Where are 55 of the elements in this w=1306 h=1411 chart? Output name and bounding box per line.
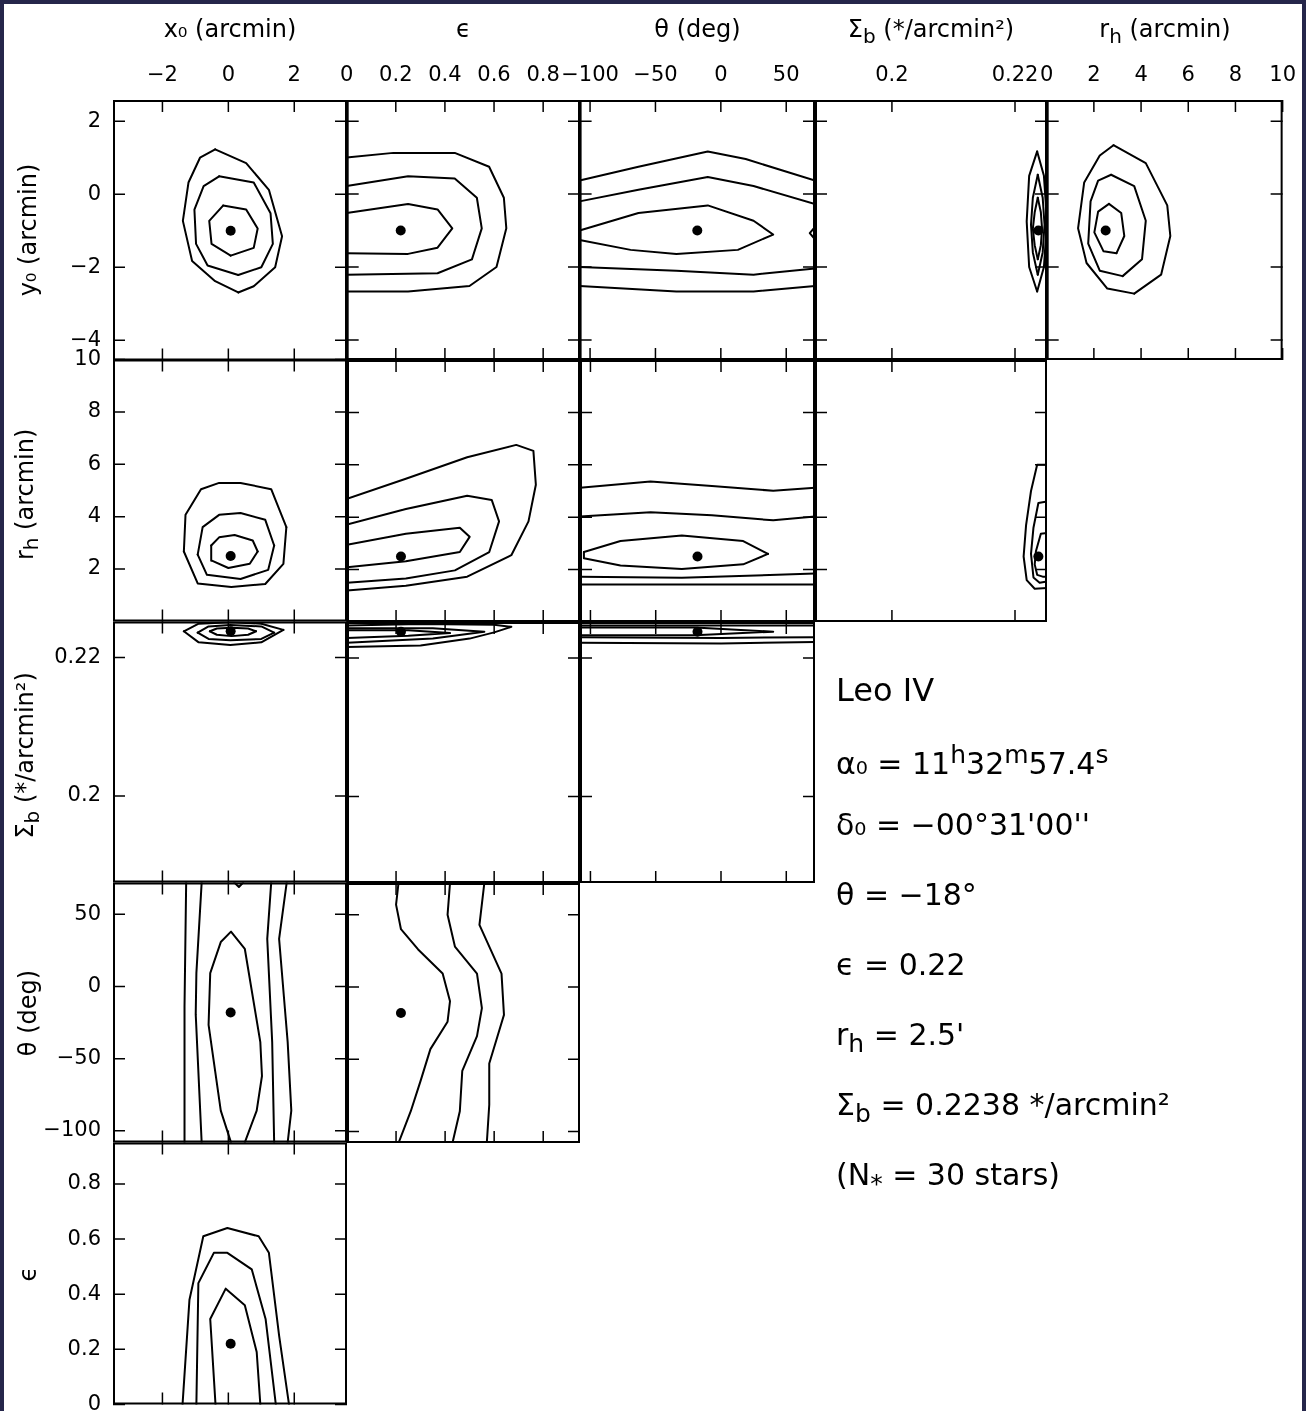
text: α₀ = 11$^{h}$32$^{m}$57.4$^{s}$ xyxy=(836,739,1110,783)
y-tick-label: 6 xyxy=(87,451,101,476)
x-tick-label: −50 xyxy=(633,61,679,86)
y-tick-label: 10 xyxy=(74,346,101,371)
x-tick-label: −2 xyxy=(146,61,178,86)
x-axis-title: Σ$_{b}$ (*/arcmin²) xyxy=(846,14,1016,50)
y-tick-label: 0.2 xyxy=(67,782,101,807)
y-tick-label: 0.2 xyxy=(67,1336,101,1361)
y-axis-title: ϵ xyxy=(13,1265,43,1284)
x-tick-label: 10 xyxy=(1269,61,1297,86)
text: (N$_{*}$ = 30 stars) xyxy=(836,1156,1062,1200)
text: Leo IV xyxy=(836,670,936,711)
y-axis-title: θ (deg) xyxy=(13,968,43,1059)
x-tick-label: −100 xyxy=(561,61,620,86)
y-tick-label: 0.8 xyxy=(67,1170,101,1195)
x-tick-label: 0.22 xyxy=(991,61,1039,86)
y-tick-label: 50 xyxy=(74,901,101,926)
x-tick-label: 0.2 xyxy=(379,61,413,86)
y-tick-label: −50 xyxy=(56,1045,101,1070)
x-tick-label: 8 xyxy=(1229,61,1243,86)
x-axis-title: r$_{h}$ (arcmin) xyxy=(1098,14,1232,50)
x-tick-label: 6 xyxy=(1181,61,1196,86)
x-axis-title: x₀ (arcmin) xyxy=(162,14,298,44)
x-axis-title: ϵ xyxy=(455,14,472,44)
x-tick-label: 0.2 xyxy=(875,61,909,86)
x-tick-label: 0 xyxy=(340,61,354,86)
text: Σ$_{b}$ = 0.2238 */arcmin² xyxy=(836,1086,1170,1130)
text: θ = −18° xyxy=(836,876,978,914)
y-tick-label: 0 xyxy=(87,973,101,998)
y-tick-label: 0.6 xyxy=(67,1225,101,1250)
y-tick-label: −100 xyxy=(43,1117,101,1142)
text: r$_{h}$ = 2.5' xyxy=(836,1016,966,1060)
x-tick-label: 0 xyxy=(221,61,236,86)
x-tick-label: 0 xyxy=(714,61,728,86)
y-tick-label: 2 xyxy=(87,107,101,132)
text: ϵ = 0.22 xyxy=(836,946,967,984)
y-tick-label: 0 xyxy=(87,180,101,205)
x-tick-label: 4 xyxy=(1134,61,1149,86)
x-axis-title: θ (deg) xyxy=(653,14,742,44)
text: δ₀ = −00°31'00'' xyxy=(836,806,1091,844)
y-tick-label: 0 xyxy=(87,1391,101,1411)
x-tick-label: 50 xyxy=(773,61,800,86)
x-tick-label: 0.4 xyxy=(428,61,462,86)
x-tick-label: 0.6 xyxy=(477,61,512,86)
x-tick-label: 0 xyxy=(1040,61,1054,86)
y-tick-label: 8 xyxy=(87,398,101,423)
y-tick-label: 4 xyxy=(87,503,101,528)
x-tick-label: 2 xyxy=(1087,61,1101,86)
y-axis-title: y₀ (arcmin) xyxy=(13,162,43,299)
y-tick-label: −2 xyxy=(70,253,101,278)
y-tick-label: 0.22 xyxy=(54,644,101,669)
y-tick-label: 2 xyxy=(87,555,101,580)
y-tick-label: 0.4 xyxy=(67,1281,101,1306)
x-tick-label: 2 xyxy=(287,61,301,86)
x-tick-label: 0.8 xyxy=(526,61,561,86)
